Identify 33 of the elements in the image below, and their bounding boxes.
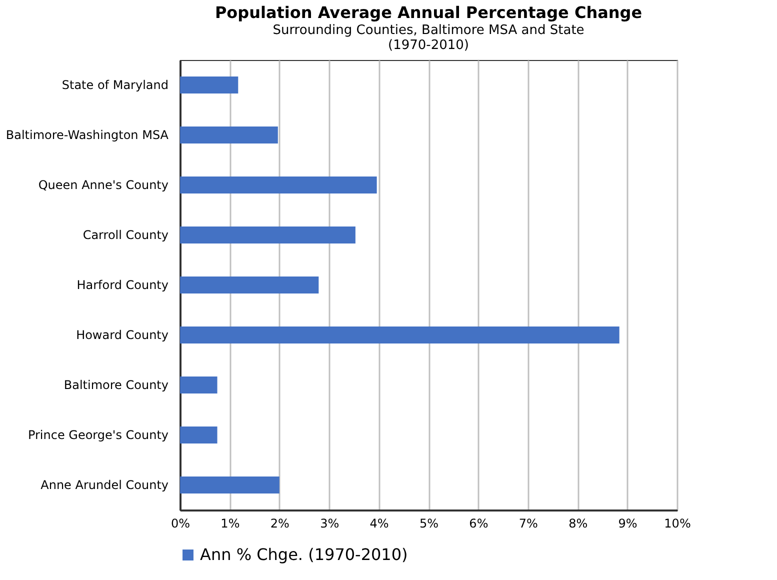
legend-label: Ann % Chge. (1970-2010) <box>200 545 408 564</box>
y-tick-label: Queen Anne's County <box>38 178 168 192</box>
y-tick-label: Howard County <box>76 328 168 342</box>
bar <box>180 76 238 94</box>
bar <box>180 176 377 194</box>
chart-title: Population Average Annual Percentage Change <box>214 3 642 22</box>
y-tick-label: Anne Arundel County <box>40 478 168 492</box>
y-tick-label: Baltimore County <box>64 378 168 392</box>
bar <box>180 326 620 344</box>
x-tick-label: 7% <box>518 516 538 530</box>
x-tick-label: 1% <box>220 516 240 530</box>
bar <box>180 376 218 394</box>
bar <box>180 226 356 244</box>
text: (1970-2010) <box>388 38 470 53</box>
bar <box>180 426 218 444</box>
x-tick-label: 4% <box>370 516 389 530</box>
x-tick-label: 10% <box>664 516 691 530</box>
x-tick-label: 0% <box>170 516 190 530</box>
x-tick-label: 5% <box>419 516 439 530</box>
x-tick-label: 6% <box>469 516 488 530</box>
x-tick-label: 3% <box>320 516 340 530</box>
x-tick-label: 9% <box>618 516 638 530</box>
x-tick-label: 2% <box>270 516 290 530</box>
y-tick-label: State of Maryland <box>62 78 168 92</box>
bar <box>180 126 278 144</box>
bar <box>180 276 319 294</box>
y-tick-label: Harford County <box>76 278 168 292</box>
text: Surrounding Counties, Baltimore MSA and State <box>272 23 584 38</box>
y-tick-label: Prince George's County <box>28 428 168 442</box>
x-tick-label: 8% <box>568 516 588 530</box>
y-tick-label: Baltimore-Washington MSA <box>6 128 170 142</box>
bar <box>180 476 280 494</box>
y-tick-label: Carroll County <box>82 228 168 242</box>
